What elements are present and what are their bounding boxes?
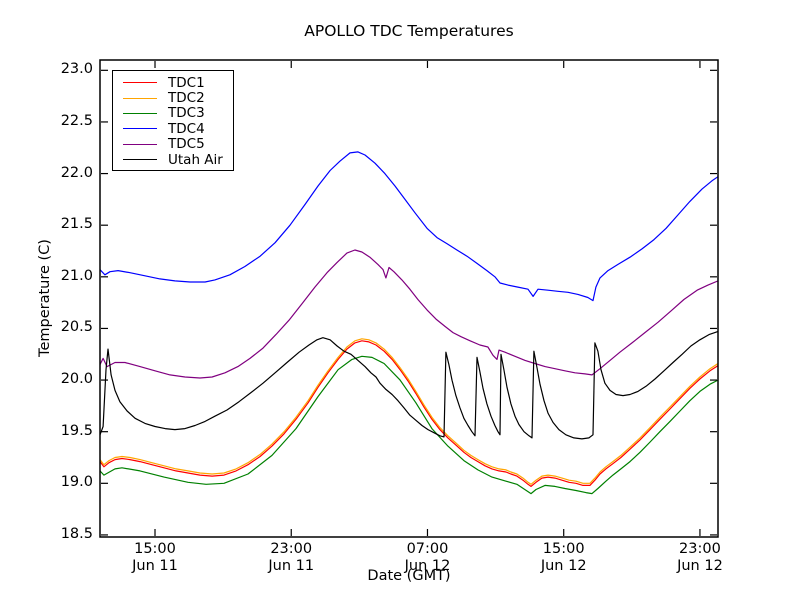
y-tick-19.5: 19.5 [60,422,93,439]
legend-entry-tdc4: TDC4 [123,120,233,137]
legend-label: TDC3 [168,105,205,122]
series-tdc4 [100,151,718,302]
y-tick-20.0: 20.0 [60,371,93,388]
y-tick-19.0: 19.0 [60,474,93,491]
legend-entry-tdc1: TDC1 [123,74,233,91]
y-tick-20.5: 20.5 [60,319,93,336]
legend-line-sample [123,112,157,114]
series-tdc1 [100,340,718,487]
axes-frame [99,59,719,538]
series-utah-air [100,330,718,440]
legend-entry-tdc3: TDC3 [123,105,233,122]
legend-label: TDC1 [168,74,205,91]
x-tick-15:00-Jun-12: 15:00 Jun 12 [540,541,587,574]
x-tick-23:00-Jun-11: 23:00 Jun 11 [268,541,315,574]
legend-entries: TDC1 TDC2 TDC3 TDC4 TDC5 Utah Air [123,74,233,168]
y-tick-22.5: 22.5 [60,112,93,129]
y-tick-18.5: 18.5 [60,525,93,542]
legend-line-sample [123,97,157,99]
legend: TDC1 TDC2 TDC3 TDC4 TDC5 Utah Air [112,70,234,172]
series-tdc2 [100,338,718,485]
legend-line-sample [123,82,157,84]
legend-label: Utah Air [168,151,223,168]
y-tick-22.0: 22.0 [60,164,93,181]
legend-entry-tdc2: TDC2 [123,90,233,107]
legend-label: TDC4 [168,120,205,137]
legend-entry-utah-air: Utah Air [123,151,233,168]
x-tick-15:00-Jun-11: 15:00 Jun 11 [132,541,178,574]
y-tick-23.0: 23.0 [60,61,93,78]
series-tdc5 [100,249,718,379]
legend-label: TDC2 [168,90,205,107]
x-axis-label: Date (GMT) [367,568,451,584]
y-axis-label: Temperature (C) [37,239,53,357]
legend-line-sample [123,128,157,130]
x-tick-23:00-Jun-12: 23:00 Jun 12 [677,541,723,574]
series-tdc3 [100,355,718,495]
y-tick-21.0: 21.0 [60,267,93,284]
legend-line-sample [123,143,157,145]
chart-title: APOLLO TDC Temperatures [304,22,514,40]
x-tick-07:00-Jun-12: 07:00 Jun 12 [404,541,451,574]
legend-label: TDC5 [168,136,205,153]
legend-entry-tdc5: TDC5 [123,136,233,153]
legend-line-sample [123,159,157,161]
y-tick-21.5: 21.5 [60,216,93,233]
